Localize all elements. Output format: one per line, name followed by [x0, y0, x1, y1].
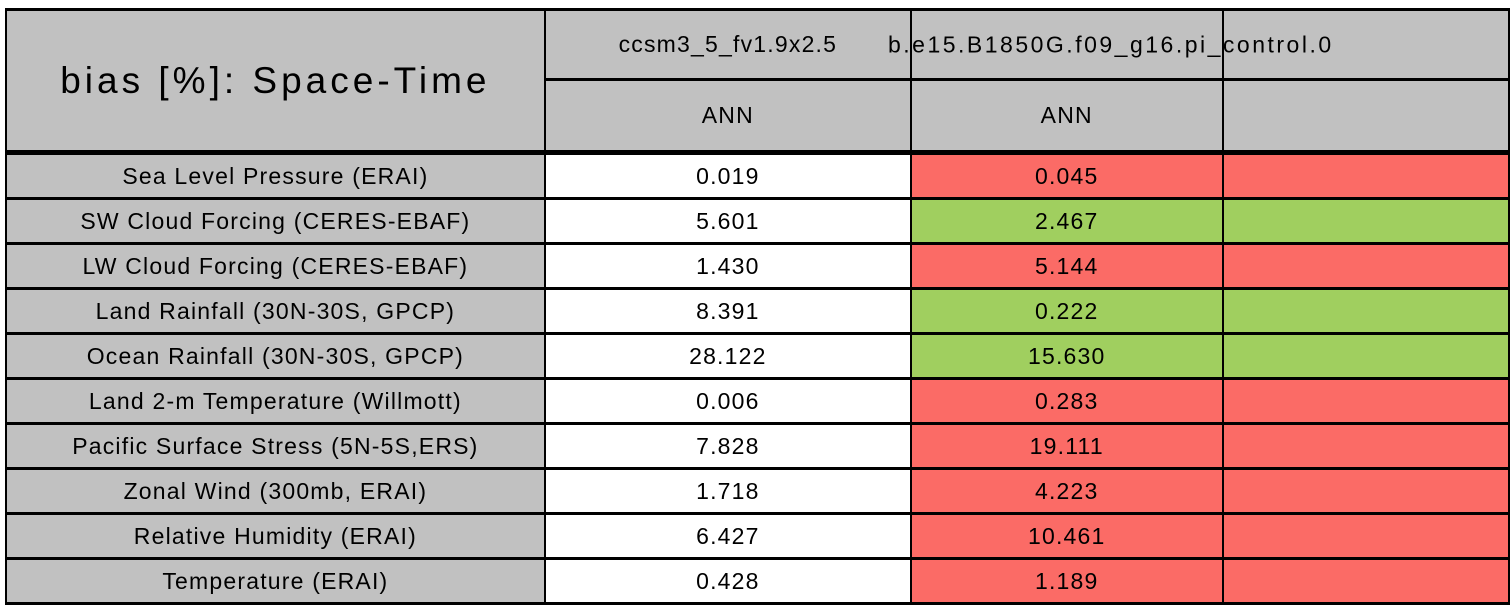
- table-row: Pacific Surface Stress (5N-5S,ERS) 7.828…: [5, 422, 1510, 470]
- row-label: Temperature (ERAI): [5, 557, 546, 605]
- table-row: LW Cloud Forcing (CERES-EBAF) 1.430 5.14…: [5, 242, 1510, 290]
- partial-third-column-cell: [1221, 287, 1510, 335]
- value-cell-col2: 10.461: [909, 512, 1224, 560]
- table-row: Sea Level Pressure (ERAI) 0.019 0.045: [5, 151, 1510, 200]
- value-cell-col1: 8.391: [543, 287, 912, 335]
- table-row: Land Rainfall (30N-30S, GPCP) 8.391 0.22…: [5, 287, 1510, 335]
- table-title: bias [%]: Space-Time: [5, 8, 546, 155]
- value-cell-col2: 4.223: [909, 467, 1224, 515]
- value-cell-col2: 15.630: [909, 332, 1224, 380]
- season-header-col2: ANN: [909, 78, 1224, 155]
- value-cell-col2: 2.467: [909, 197, 1224, 245]
- partial-third-column-cell: [1221, 151, 1510, 200]
- table-header: bias [%]: Space-Time ccsm3_5_fv1.9x2.5 b…: [5, 8, 1510, 155]
- value-cell-col1: 1.718: [543, 467, 912, 515]
- row-label: Pacific Surface Stress (5N-5S,ERS): [5, 422, 546, 470]
- table-row: Zonal Wind (300mb, ERAI) 1.718 4.223: [5, 467, 1510, 515]
- partial-third-column-cell: [1221, 332, 1510, 380]
- table-row: Relative Humidity (ERAI) 6.427 10.461: [5, 512, 1510, 560]
- table-row: Temperature (ERAI) 0.428 1.189: [5, 557, 1510, 605]
- partial-third-column-cell: [1221, 512, 1510, 560]
- partial-third-column-cell: [1221, 377, 1510, 425]
- bias-table: bias [%]: Space-Time ccsm3_5_fv1.9x2.5 b…: [5, 8, 1510, 605]
- model-header-col2: b.e15.B1850G.f09_g16.pi_control.0: [888, 8, 1331, 81]
- value-cell-col2: 0.283: [909, 377, 1224, 425]
- value-cell-col1: 6.427: [543, 512, 912, 560]
- table-row: Ocean Rainfall (30N-30S, GPCP) 28.122 15…: [5, 332, 1510, 380]
- row-label: Zonal Wind (300mb, ERAI): [5, 467, 546, 515]
- partial-third-column-season: [1221, 78, 1510, 155]
- row-label: SW Cloud Forcing (CERES-EBAF): [5, 197, 546, 245]
- row-label: Sea Level Pressure (ERAI): [5, 151, 546, 200]
- table-row: Land 2-m Temperature (Willmott) 0.006 0.…: [5, 377, 1510, 425]
- value-cell-col1: 7.828: [543, 422, 912, 470]
- value-cell-col1: 1.430: [543, 242, 912, 290]
- partial-third-column-cell: [1221, 242, 1510, 290]
- row-label: LW Cloud Forcing (CERES-EBAF): [5, 242, 546, 290]
- value-cell-col2: 19.111: [909, 422, 1224, 470]
- table-row: SW Cloud Forcing (CERES-EBAF) 5.601 2.46…: [5, 197, 1510, 245]
- value-cell-col1: 28.122: [543, 332, 912, 380]
- partial-third-column-cell: [1221, 197, 1510, 245]
- row-label: Land Rainfall (30N-30S, GPCP): [5, 287, 546, 335]
- value-cell-col2: 0.045: [909, 151, 1224, 200]
- value-cell-col1: 0.428: [543, 557, 912, 605]
- row-label: Ocean Rainfall (30N-30S, GPCP): [5, 332, 546, 380]
- partial-third-column-header: [1221, 8, 1510, 81]
- value-cell-col2: 1.189: [909, 557, 1224, 605]
- value-cell-col1: 0.006: [543, 377, 912, 425]
- model-name-row: bias [%]: Space-Time ccsm3_5_fv1.9x2.5 b…: [5, 8, 1510, 155]
- table-body: Sea Level Pressure (ERAI) 0.019 0.045 SW…: [5, 151, 1510, 605]
- value-cell-col2: 5.144: [909, 242, 1224, 290]
- partial-third-column-cell: [1221, 557, 1510, 605]
- season-row: ANN ANN: [6, 78, 1510, 155]
- season-header-col1: ANN: [543, 78, 912, 155]
- partial-third-column-cell: [1221, 422, 1510, 470]
- row-label: Land 2-m Temperature (Willmott): [5, 377, 546, 425]
- value-cell-col1: 0.019: [543, 151, 912, 200]
- model-header-col2-text: b.e15.B1850G.f09_g16.pi_control.0: [887, 31, 1334, 57]
- row-label: Relative Humidity (ERAI): [5, 512, 546, 560]
- value-cell-col2: 0.222: [909, 287, 1224, 335]
- model-header-col1: ccsm3_5_fv1.9x2.5: [543, 8, 912, 81]
- value-cell-col1: 5.601: [543, 197, 912, 245]
- partial-third-column-cell: [1221, 467, 1510, 515]
